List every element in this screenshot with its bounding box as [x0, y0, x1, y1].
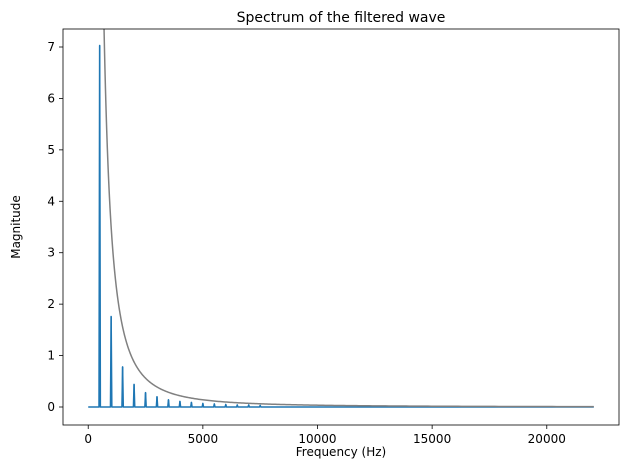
- x-tick-label: 0: [84, 432, 92, 446]
- x-tick-label: 20000: [528, 432, 566, 446]
- y-axis-label: Magnitude: [9, 195, 23, 259]
- chart-title: Spectrum of the filtered wave: [237, 10, 446, 26]
- spectrum-line: [88, 44, 594, 408]
- envelope-line: [103, 29, 594, 408]
- x-axis-label: Frequency (Hz): [296, 445, 387, 459]
- y-tick-label: 2: [47, 297, 55, 311]
- y-tick-label: 6: [47, 91, 55, 105]
- y-tick-label: 4: [47, 194, 55, 208]
- x-axis-ticks: 0 5000 10000 15000 20000: [84, 425, 566, 446]
- y-tick-label: 0: [47, 400, 55, 414]
- x-tick-label: 10000: [298, 432, 336, 446]
- y-tick-label: 7: [47, 40, 55, 54]
- series-layer: [88, 29, 594, 408]
- y-axis-ticks: 0 1 2 3 4 5 6 7: [47, 40, 63, 414]
- x-tick-label: 5000: [188, 432, 219, 446]
- plot-frame: [62, 28, 620, 426]
- y-tick-label: 3: [47, 246, 55, 260]
- y-tick-label: 1: [47, 349, 55, 363]
- x-tick-label: 15000: [413, 432, 451, 446]
- y-tick-label: 5: [47, 143, 55, 157]
